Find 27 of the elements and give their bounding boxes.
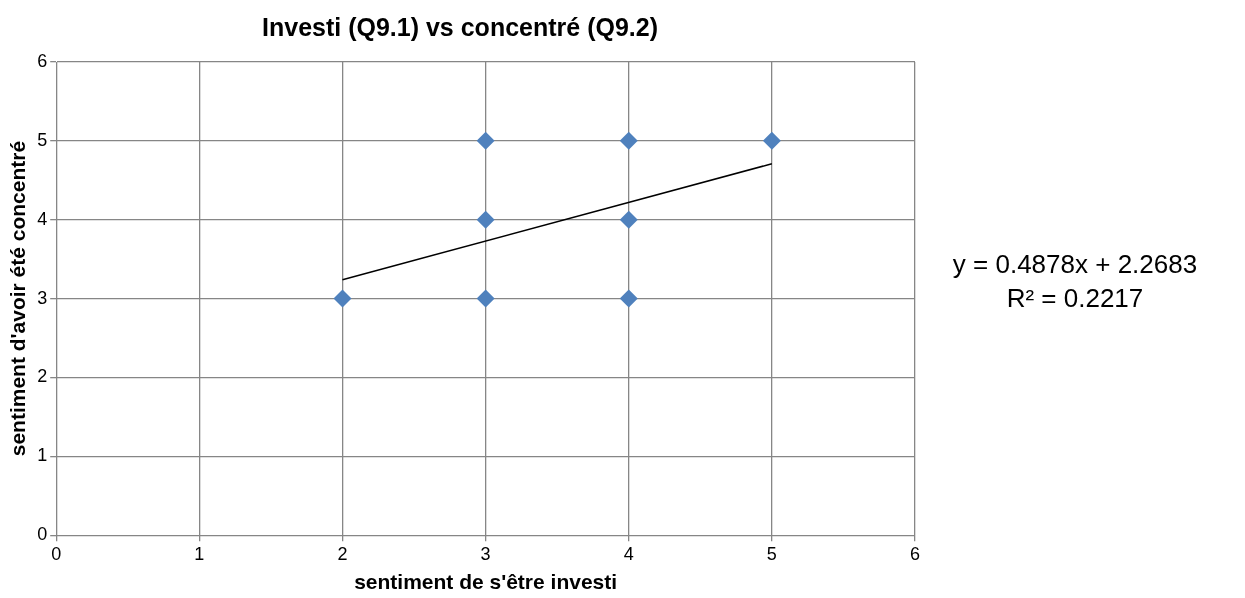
x-tick-label: 5	[766, 543, 777, 564]
text: y = 0.4878x + 2.2683	[952, 249, 1198, 280]
point	[762, 131, 781, 150]
y-tick-label: 3	[37, 287, 48, 308]
x-tick-label: 1	[194, 543, 205, 564]
y-tick-label: 1	[37, 445, 48, 466]
text: R² = 0.2217	[1006, 283, 1144, 314]
y-tick-label: 2	[37, 366, 48, 387]
point	[619, 289, 638, 308]
y-tick-label: 6	[37, 50, 48, 71]
chart-title: Investi (Q9.1) vs concentré (Q9.2)	[262, 12, 658, 41]
x-tick-label: 3	[480, 543, 491, 564]
x-tick-label: 6	[909, 543, 921, 564]
point	[333, 289, 352, 308]
x-tick-label: 2	[337, 543, 348, 564]
point	[476, 210, 495, 229]
point	[476, 289, 495, 308]
point	[476, 131, 495, 150]
y-tick-label: 5	[37, 129, 48, 150]
y-tick-label: 4	[37, 208, 48, 229]
x-axis-title: sentiment de s'être investi	[354, 570, 618, 594]
point	[619, 210, 638, 229]
x-tick-label: 4	[623, 543, 634, 564]
x-tick-label: 0	[51, 543, 62, 564]
point	[619, 131, 638, 150]
y-tick-label: 0	[37, 524, 48, 545]
y-axis-title: sentiment d'avoir été concentré	[6, 140, 30, 457]
